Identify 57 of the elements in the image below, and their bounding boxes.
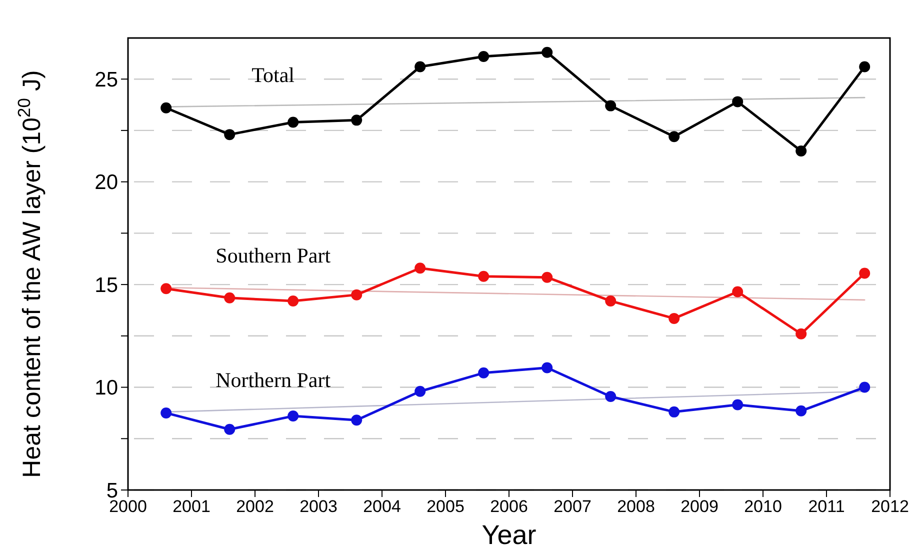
point [605, 295, 616, 306]
point [224, 292, 236, 304]
x-tick-label: 2006 [490, 497, 528, 516]
x-tick-label: 2005 [426, 497, 464, 516]
series-label: Total [252, 62, 295, 87]
x-tick-label: 2004 [363, 497, 401, 516]
point [160, 407, 172, 418]
x-tick-label: 2010 [744, 497, 782, 516]
point [732, 286, 744, 298]
point [288, 410, 299, 422]
point [605, 391, 616, 402]
point [351, 289, 362, 300]
point [796, 146, 807, 156]
x-axis-title: Year [482, 520, 536, 550]
point [732, 96, 744, 108]
y-tick-label: 25 [94, 68, 118, 92]
point [668, 406, 680, 418]
point [668, 312, 680, 324]
x-tick-label: 2012 [871, 497, 909, 516]
point [478, 270, 490, 282]
y-tick-label: 10 [94, 376, 118, 400]
x-tick-label: 2009 [680, 497, 718, 516]
point [542, 272, 553, 283]
x-tick-label: 2007 [554, 497, 592, 516]
y-tick-label: 15 [94, 274, 118, 297]
point [351, 114, 362, 126]
point [605, 100, 616, 112]
x-tick-label: 2011 [808, 497, 845, 516]
y-tick-label: 20 [94, 171, 118, 194]
point [478, 367, 490, 378]
point [414, 386, 426, 397]
x-tick-label: 2001 [172, 497, 210, 516]
point [224, 129, 236, 140]
point [668, 131, 680, 142]
point [288, 116, 299, 128]
point [160, 283, 172, 294]
point [796, 328, 807, 340]
point [351, 414, 362, 426]
point [732, 399, 744, 410]
point [542, 362, 553, 374]
point [414, 262, 426, 274]
point [859, 61, 870, 72]
point [859, 382, 870, 393]
point [859, 268, 870, 279]
x-tick-label: 2008 [617, 497, 655, 516]
x-tick-label: 2002 [236, 497, 274, 516]
point [414, 61, 426, 72]
point [288, 295, 299, 306]
point [224, 424, 236, 435]
point [542, 46, 553, 58]
series-label: Northern Part [216, 368, 331, 392]
x-tick-label: 2000 [109, 497, 147, 516]
series-label: Southern Part [216, 244, 331, 268]
point [478, 50, 490, 62]
x-tick-label: 2003 [300, 497, 338, 516]
point [796, 405, 807, 416]
point [160, 102, 172, 114]
